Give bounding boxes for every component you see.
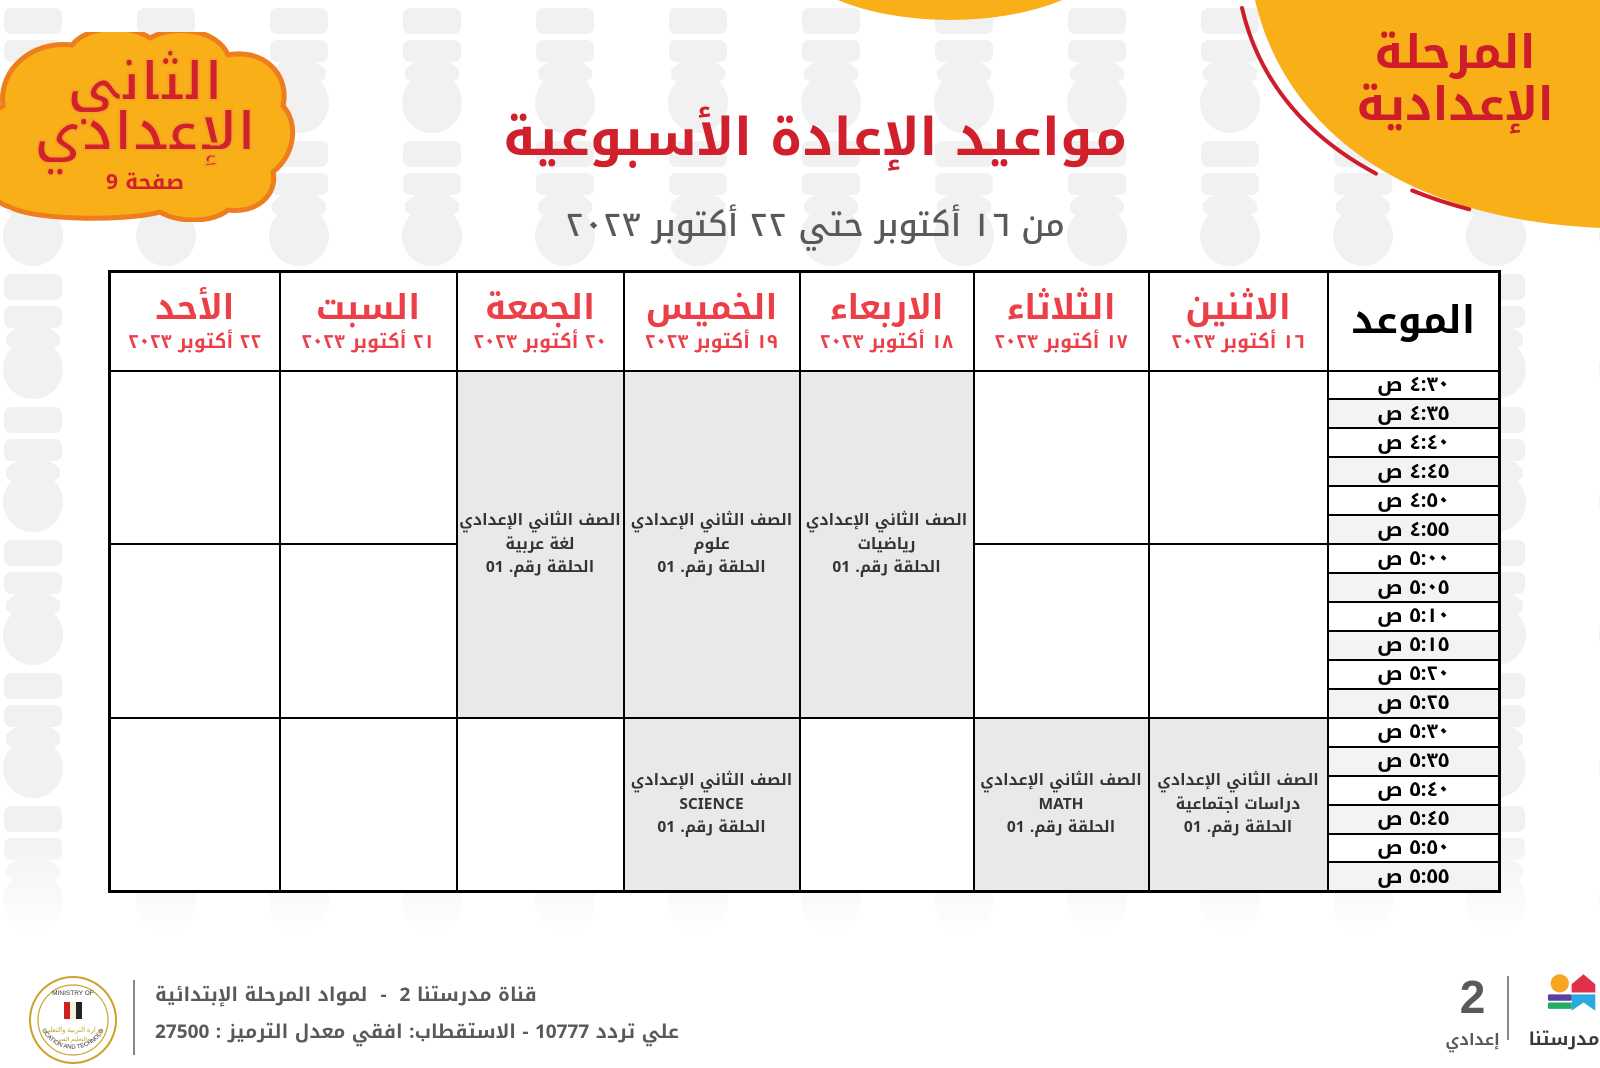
- svg-text:وزارة التربية والتعليم: وزارة التربية والتعليم: [43, 1026, 102, 1034]
- svg-text:MINISTRY OF: MINISTRY OF: [52, 990, 94, 997]
- svg-text:والتعليم الفني: والتعليم الفني: [56, 1036, 90, 1043]
